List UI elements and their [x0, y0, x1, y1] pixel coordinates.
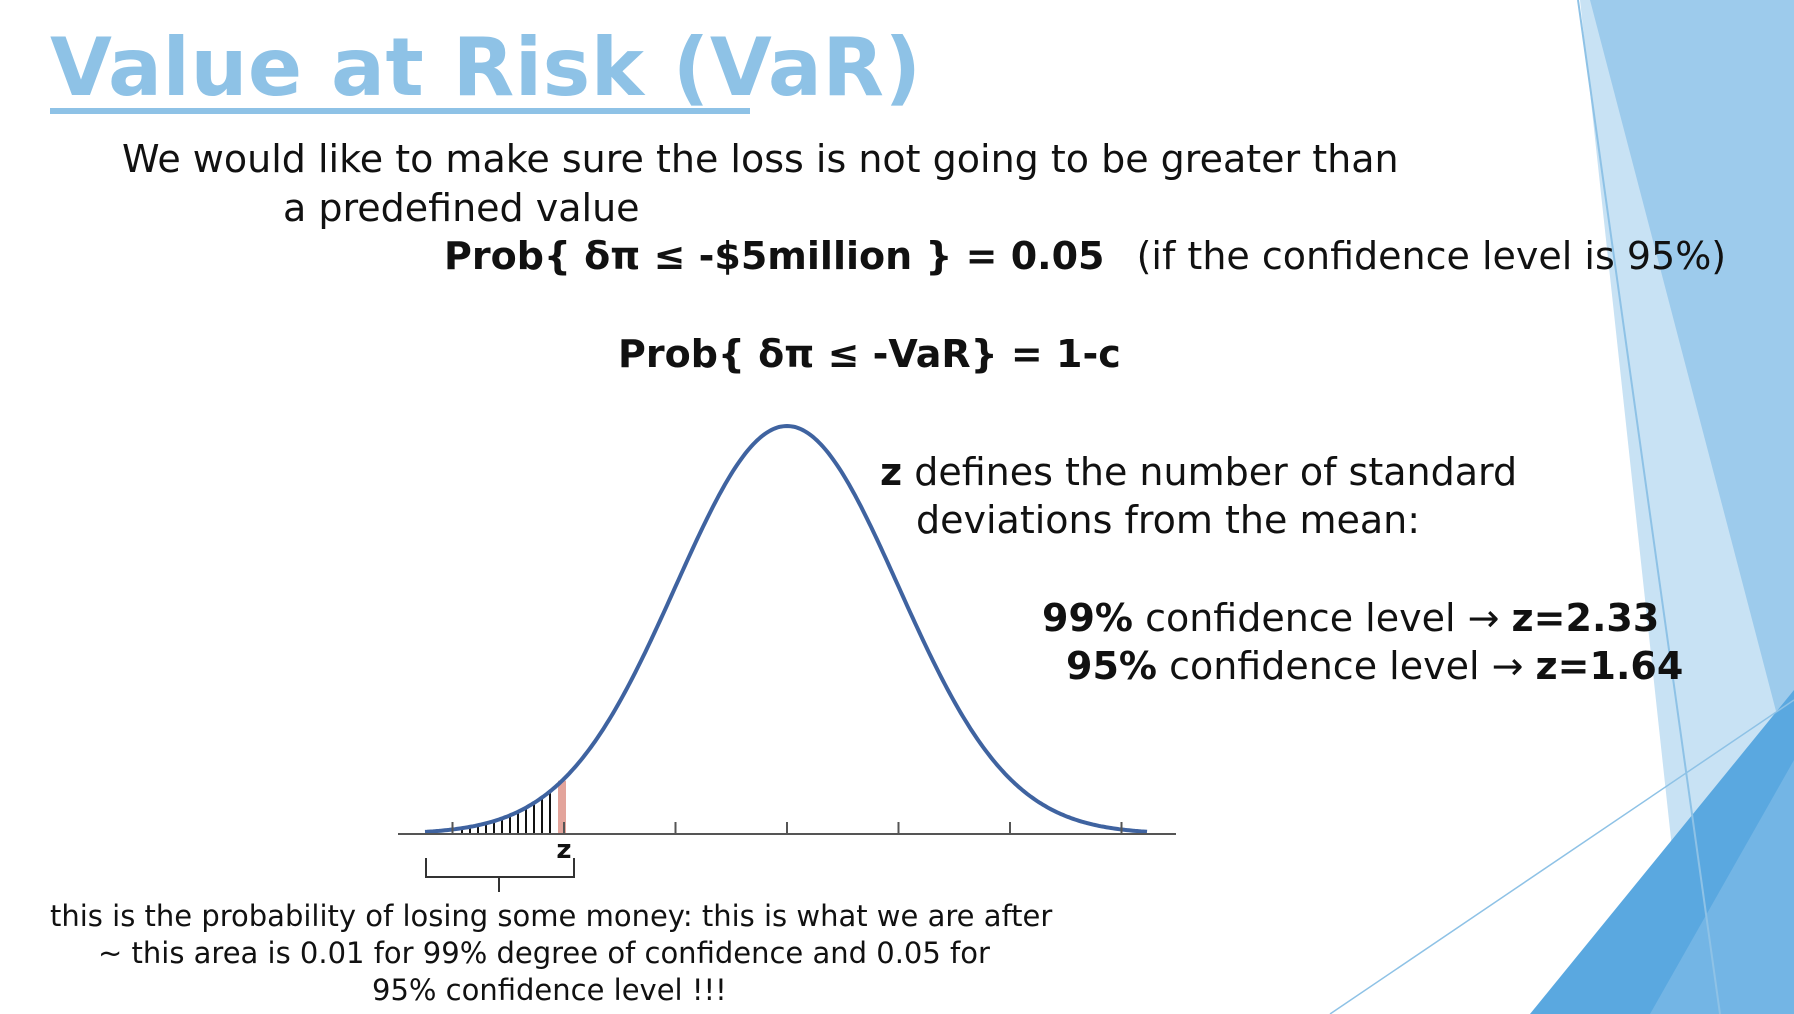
confidence-95-row: 95% confidence level → z=1.64	[1066, 644, 1683, 690]
formula-2: Prob{ δπ ≤ -VaR} = 1-c	[618, 332, 1121, 376]
confidence-99-text: confidence level →	[1145, 596, 1500, 640]
z-definition-line-2: deviations from the mean:	[916, 498, 1421, 542]
deco-line-2	[1329, 699, 1794, 1014]
bell-curve	[424, 423, 1148, 834]
confidence-99-row: 99% confidence level → z=2.33	[1042, 596, 1659, 642]
deco-line-1	[1577, 0, 1721, 1014]
caption-line-2: ~ this area is 0.01 for 99% degree of co…	[98, 936, 990, 970]
critical-value-bar	[558, 780, 566, 834]
z-symbol: z	[880, 450, 903, 494]
confidence-99-z: z=2.33	[1511, 596, 1660, 640]
formula-1-main: Prob{ δπ ≤ -$5million } = 0.05	[444, 234, 1105, 278]
formula-1: Prob{ δπ ≤ -$5million } = 0.05 (if the c…	[444, 234, 1726, 280]
z-label: z	[556, 835, 571, 865]
confidence-95-text: confidence level →	[1169, 644, 1524, 688]
z-definition-text: defines the number of standard	[914, 450, 1518, 494]
intro-line-1: We would like to make sure the loss is n…	[122, 137, 1399, 181]
confidence-99-pct: 99%	[1042, 596, 1133, 640]
slide-title: Value at Risk (VaR)	[50, 21, 922, 114]
intro-line-2: a predefined value	[283, 186, 640, 230]
axis-ticks	[451, 822, 1123, 834]
formula-1-note: (if the confidence level is 95%)	[1136, 234, 1727, 278]
caption-line-1: this is the probability of losing some m…	[50, 899, 1053, 933]
deco-triangle-bottom-light	[1650, 760, 1794, 1014]
tail-brace	[425, 858, 575, 892]
deco-triangle-mid	[1590, 0, 1794, 780]
confidence-95-z: z=1.64	[1535, 644, 1684, 688]
confidence-95-pct: 95%	[1066, 644, 1157, 688]
z-definition-line-1: z defines the number of standard	[880, 450, 1517, 496]
title-underline	[50, 108, 750, 114]
caption-line-3: 95% confidence level !!!	[372, 973, 727, 1007]
